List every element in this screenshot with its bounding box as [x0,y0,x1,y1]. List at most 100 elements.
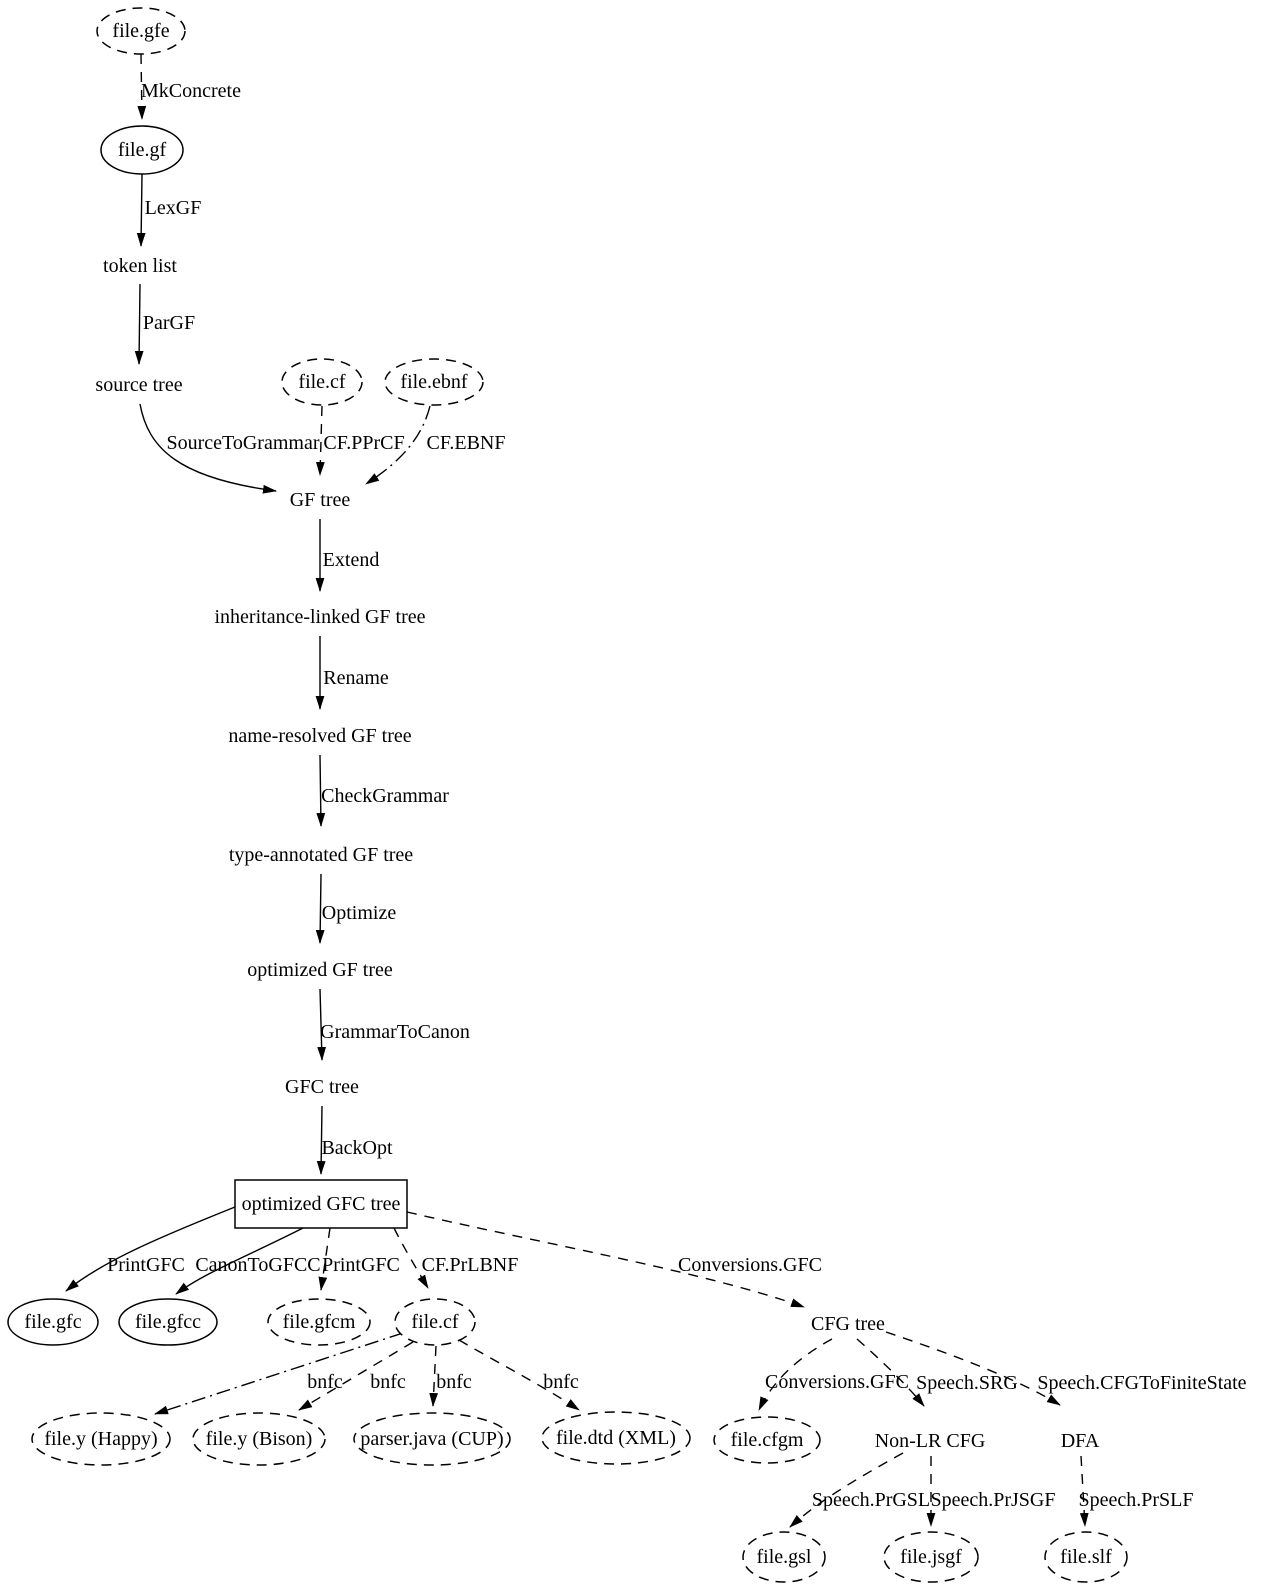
edge-file-cf-2-to-parser-java-cup: bnfc [429,1345,472,1407]
node-file-ebnf: file.ebnf [384,358,484,406]
node-shape-file-cf-2 [394,1298,476,1346]
edge-label-source-tree-to-gf-tree: SourceToGrammar [167,432,320,454]
node-label-file-gfe: file.gfe [112,20,169,42]
edge-line-cfg-tree-to-file-cfgm [758,1338,833,1411]
edge-line-cfg-tree-to-dfa [885,1331,1061,1406]
edge-label-optimized-gfc-tree-to-file-cf-2: CF.PrLBNF [422,1254,519,1276]
node-dfa: DFA [1061,1430,1100,1452]
node-file-gfc: file.gfc [7,1298,99,1346]
edge-label-non-lr-cfg-to-file-gsl: Speech.PrGSL [812,1489,930,1511]
edge-dfa-to-file-slf: Speech.PrSLF [1079,1455,1194,1527]
node-parser-java-cup: parser.java (CUP) [353,1412,511,1466]
node-label-file-cf-2: file.cf [411,1311,459,1333]
node-shape-file-cf-1 [281,358,363,406]
edge-line-name-resolved-gf-tree-to-type-annotated-gf-tree [316,754,326,827]
edge-gf-tree-to-inheritance-linked-gf-tree: Extend [315,519,379,592]
node-label-gf-tree: GF tree [290,489,351,511]
edge-line-file-gf-to-token-list [136,173,146,247]
edge-label-gfc-tree-to-optimized-gfc-tree: BackOpt [321,1137,393,1159]
node-label-optimized-gfc-tree: optimized GFC tree [242,1193,401,1215]
node-shape-file-gfc [7,1298,99,1346]
node-file-cfgm: file.cfgm [713,1416,821,1464]
edge-label-file-cf-2-to-file-dtd-xml: bnfc [543,1371,579,1393]
node-label-file-ebnf: file.ebnf [400,371,468,393]
edge-cfg-tree-to-non-lr-cfg: Speech.SRG [856,1338,1018,1407]
node-label-token-list: token list [103,255,177,277]
node-file-gfcc: file.gfcc [118,1298,218,1346]
edge-label-cfg-tree-to-dfa: Speech.CFGToFiniteState [1037,1372,1246,1394]
edge-label-non-lr-cfg-to-file-jsgf: Speech.PrJSGF [930,1489,1055,1511]
edge-type-annotated-gf-tree-to-optimized-gf-tree: Optimize [315,873,397,944]
node-label-file-dtd-xml: file.dtd (XML) [556,1427,676,1449]
node-gfc-tree: GFC tree [285,1076,359,1098]
node-file-cf-2: file.cf [394,1298,476,1346]
edge-source-tree-to-gf-tree: SourceToGrammar [139,403,320,494]
node-shape-file-y-happy [31,1412,171,1466]
node-label-file-slf: file.slf [1060,1546,1112,1568]
node-shape-file-y-bison [192,1412,326,1466]
node-file-slf: file.slf [1044,1531,1128,1583]
node-label-optimized-gf-tree: optimized GF tree [247,959,393,981]
node-label-file-gfcm: file.gfcm [283,1311,356,1333]
node-label-file-y-bison: file.y (Bison) [206,1428,313,1450]
edge-non-lr-cfg-to-file-jsgf: Speech.PrJSGF [926,1456,1056,1527]
edge-line-cfg-tree-to-non-lr-cfg [856,1338,925,1407]
node-name-resolved-gf-tree: name-resolved GF tree [228,725,411,747]
node-label-file-cf-1: file.cf [298,371,346,393]
edge-line-optimized-gfc-tree-to-cfg-tree [406,1211,805,1308]
node-label-type-annotated-gf-tree: type-annotated GF tree [229,844,413,866]
edge-label-file-cf-1-to-gf-tree: CF.PPrCF [323,432,404,454]
edges-layer: MkConcrete LexGF ParGF SourceToGrammar CF.PP… [65,53,1247,1528]
node-shape-file-gfcm [267,1298,371,1346]
edge-file-gf-to-token-list: LexGF [136,173,201,247]
edge-label-inheritance-linked-gf-tree-to-name-resolved-gf-tree: Rename [323,667,389,689]
edge-label-optimized-gf-tree-to-gfc-tree: GrammarToCanon [320,1021,470,1043]
edge-file-ebnf-to-gf-tree: CF.EBNF [365,405,505,485]
node-shape-file-jsgf [883,1531,979,1583]
edge-cfg-tree-to-file-cfgm: Conversions.GFC [758,1338,909,1411]
edge-line-file-cf-1-to-gf-tree [315,405,325,476]
node-non-lr-cfg: Non-LR CFG [875,1430,986,1452]
edge-line-token-list-to-source-tree [134,283,144,365]
node-shape-parser-java-cup [353,1412,511,1466]
edge-file-cf-1-to-gf-tree: CF.PPrCF [315,405,405,476]
edge-line-file-cf-2-to-file-y-bison [298,1341,414,1411]
edge-line-optimized-gf-tree-to-gfc-tree [317,988,327,1061]
node-optimized-gfc-tree: optimized GFC tree [234,1179,408,1229]
edge-optimized-gf-tree-to-gfc-tree: GrammarToCanon [317,988,470,1061]
node-label-file-gf: file.gf [118,139,167,161]
edge-gfc-tree-to-optimized-gfc-tree: BackOpt [316,1105,393,1175]
edge-label-file-cf-2-to-parser-java-cup: bnfc [436,1371,472,1393]
node-label-file-gfc: file.gfc [24,1311,81,1333]
node-shape-file-dtd-xml [541,1411,691,1465]
edge-line-source-tree-to-gf-tree [139,403,277,494]
edge-line-optimized-gfc-tree-to-file-cf-2 [393,1227,429,1289]
edge-optimized-gfc-tree-to-cfg-tree: Conversions.GFC [406,1211,822,1308]
node-file-y-happy: file.y (Happy) [31,1412,171,1466]
node-label-cfg-tree: CFG tree [811,1313,885,1335]
edge-line-file-gfe-to-file-gf [137,53,147,120]
edge-optimized-gfc-tree-to-file-cf-2: CF.PrLBNF [393,1227,519,1289]
edge-line-file-ebnf-to-gf-tree [365,405,431,485]
edge-line-file-cf-2-to-file-y-happy [154,1332,404,1415]
node-file-gfcm: file.gfcm [267,1298,371,1346]
edge-label-dfa-to-file-slf: Speech.PrSLF [1079,1489,1194,1511]
edge-label-token-list-to-source-tree: ParGF [143,312,195,334]
edge-cfg-tree-to-dfa: Speech.CFGToFiniteState [885,1331,1247,1406]
edge-label-type-annotated-gf-tree-to-optimized-gf-tree: Optimize [322,902,397,924]
node-shape-file-gfe [96,7,186,55]
node-label-gfc-tree: GFC tree [285,1076,359,1098]
edge-label-file-cf-2-to-file-y-bison: bnfc [370,1371,406,1393]
node-shape-file-gfcc [118,1298,218,1346]
node-label-source-tree: source tree [95,374,182,396]
node-gf-tree: GF tree [290,489,351,511]
node-shape-file-slf [1044,1531,1128,1583]
edge-label-cfg-tree-to-non-lr-cfg: Speech.SRG [916,1372,1018,1394]
node-file-jsgf: file.jsgf [883,1531,979,1583]
edge-label-optimized-gfc-tree-to-file-gfc: PrintGFC [107,1254,185,1276]
node-label-file-gfcc: file.gfcc [135,1311,201,1333]
edge-label-cfg-tree-to-file-cfgm: Conversions.GFC [765,1371,909,1393]
edge-non-lr-cfg-to-file-gsl: Speech.PrGSL [789,1452,930,1528]
